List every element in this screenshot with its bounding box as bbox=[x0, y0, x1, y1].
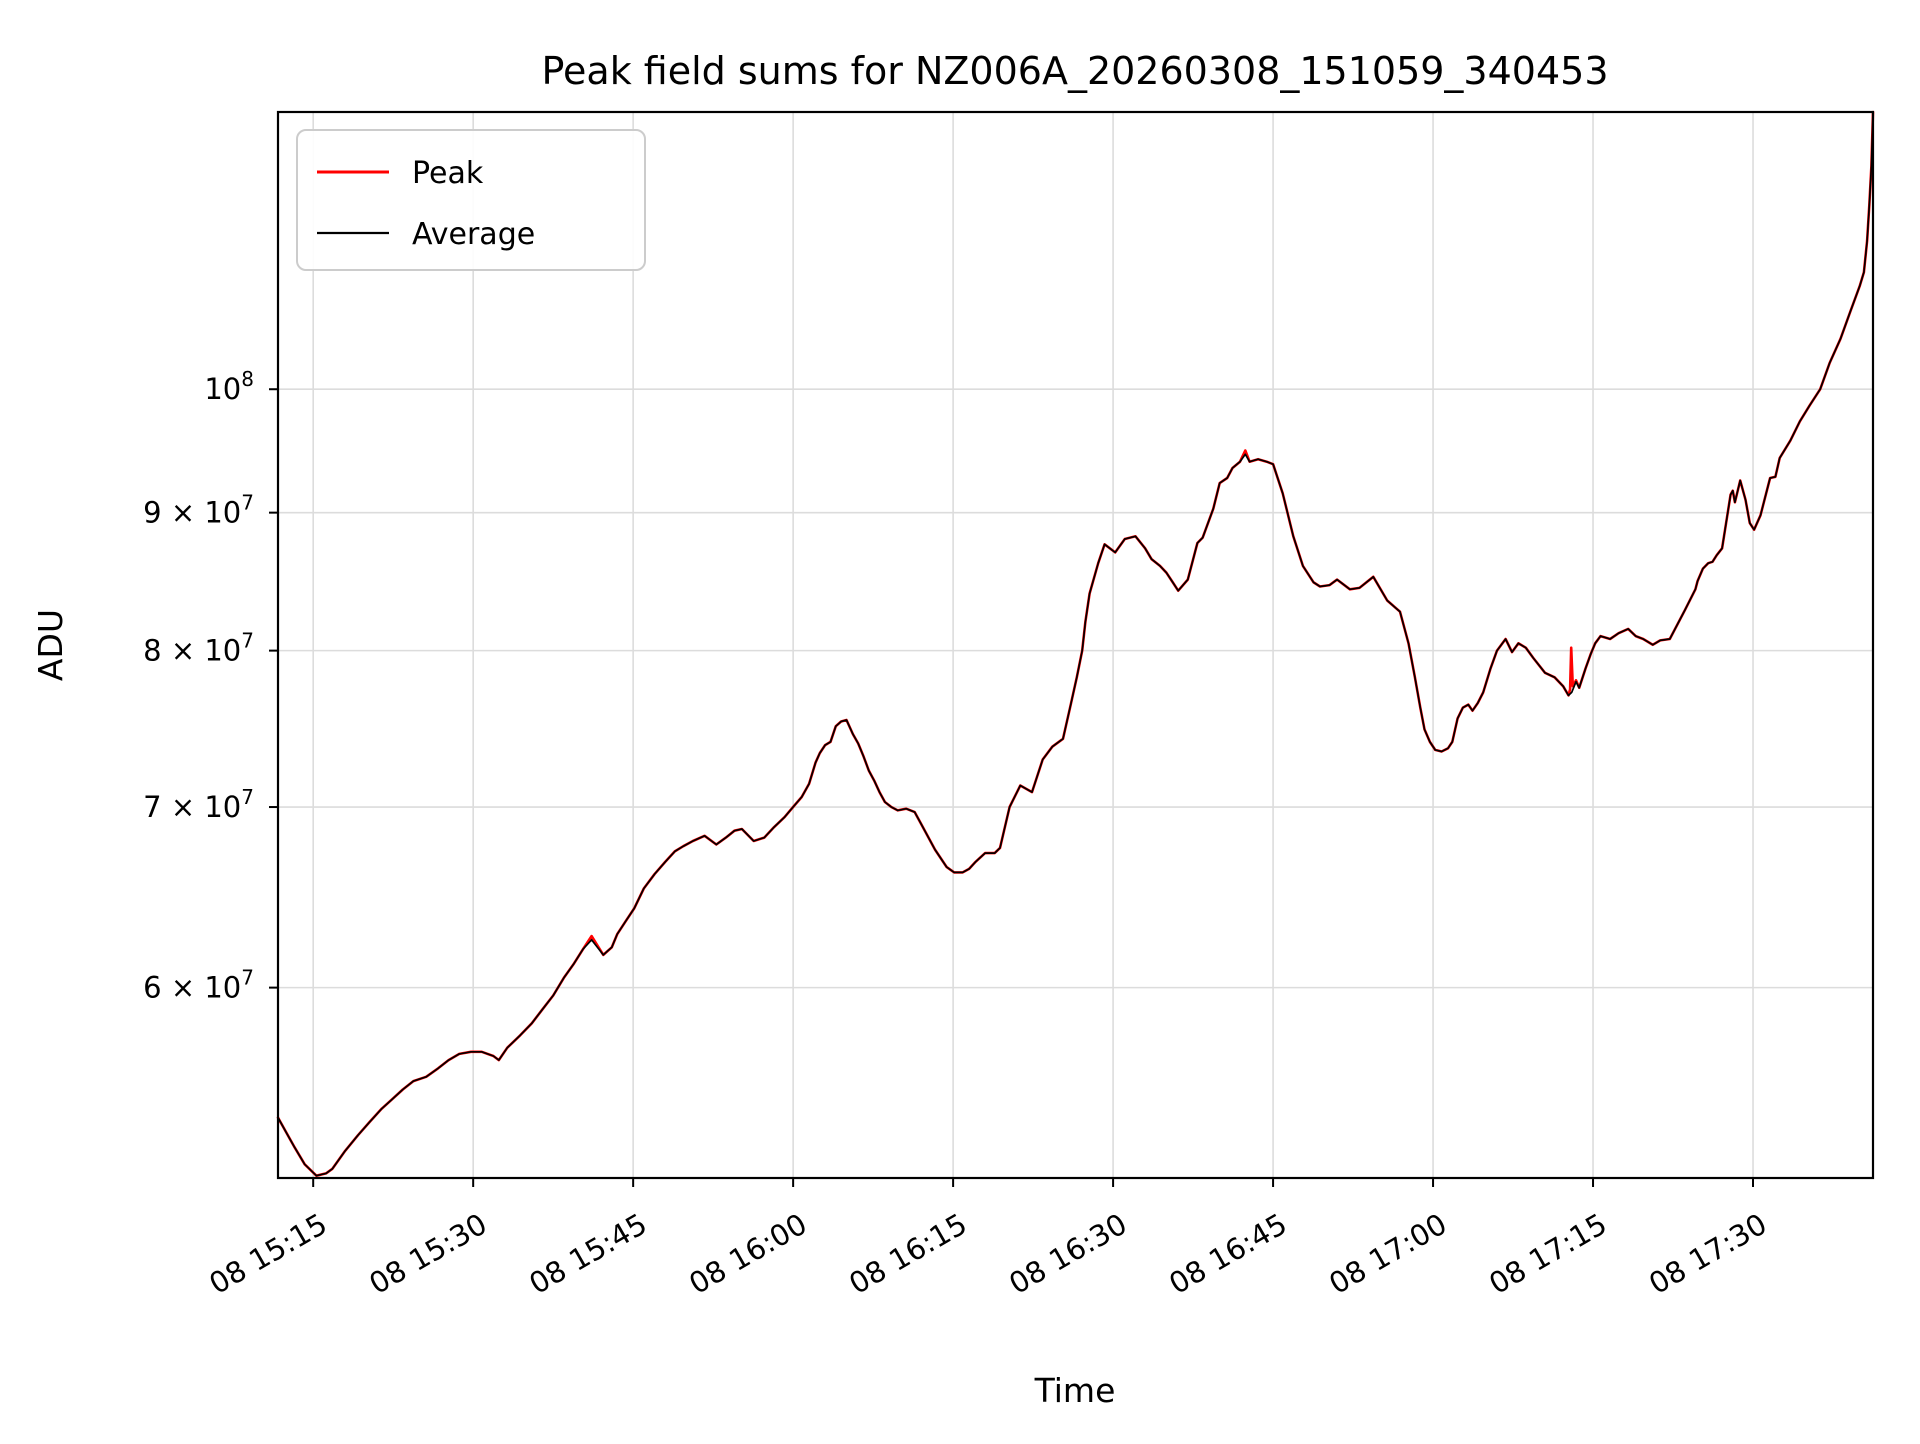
y-tick-label: 6 × 107 bbox=[143, 966, 254, 1005]
x-tick-label: 08 15:15 bbox=[203, 1207, 332, 1301]
x-axis-label: Time bbox=[1034, 1371, 1116, 1410]
x-tick-label: 08 16:45 bbox=[1163, 1207, 1292, 1301]
y-tick-label: 108 bbox=[204, 367, 254, 406]
x-tick-label: 08 15:45 bbox=[523, 1207, 652, 1301]
x-tick-label: 08 16:15 bbox=[843, 1207, 972, 1301]
x-tick-label: 08 15:30 bbox=[363, 1207, 492, 1301]
series-average-line bbox=[277, 111, 1874, 1177]
legend-label-average: Average bbox=[412, 217, 535, 252]
x-tick-label: 08 16:30 bbox=[1003, 1207, 1132, 1301]
grid bbox=[278, 112, 1873, 1178]
legend-label-peak: Peak bbox=[412, 156, 484, 191]
y-tick-label: 8 × 107 bbox=[143, 629, 254, 668]
series-peak-line bbox=[276, 110, 1875, 1177]
y-tick-label: 7 × 107 bbox=[143, 785, 254, 824]
x-tick-label: 08 17:30 bbox=[1643, 1207, 1772, 1301]
legend: Peak Average bbox=[296, 129, 646, 271]
chart-title: Peak field sums for NZ006A_20260308_1510… bbox=[541, 49, 1608, 93]
y-axis-label: ADU bbox=[31, 609, 70, 681]
plot-border bbox=[276, 110, 1875, 1180]
y-tick-label: 9 × 107 bbox=[143, 491, 254, 530]
legend-box bbox=[296, 129, 646, 271]
x-tick-label: 08 16:00 bbox=[683, 1207, 812, 1301]
series-lines bbox=[276, 110, 1875, 1177]
x-tick-label: 08 17:15 bbox=[1483, 1207, 1612, 1301]
x-tick-label: 08 17:00 bbox=[1323, 1207, 1452, 1301]
axis-ticks: 08 15:15 08 15:30 08 15:45 08 16:00 08 16:15… bbox=[143, 367, 1772, 1301]
